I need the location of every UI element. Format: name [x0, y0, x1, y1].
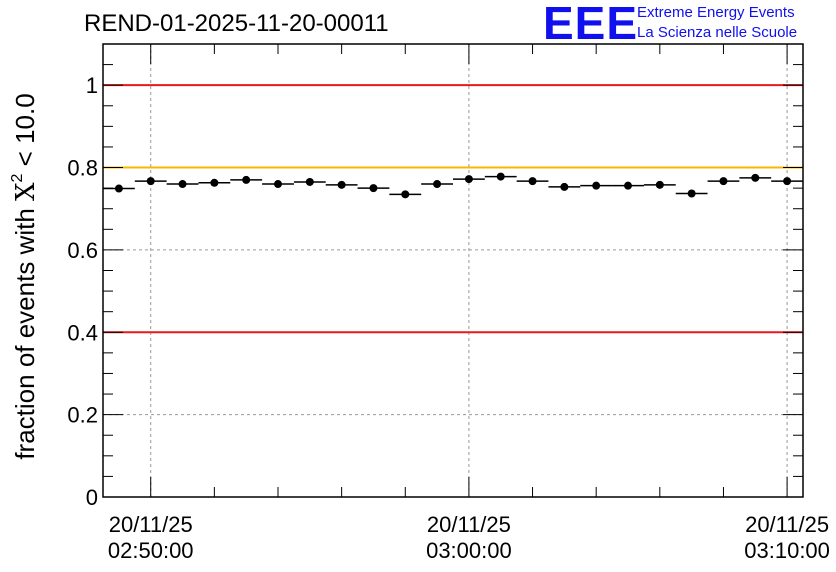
data-point — [528, 177, 537, 186]
data-point — [783, 177, 792, 186]
data-point — [337, 180, 346, 189]
logo-line-2: La Scienza nelle Scuole — [637, 24, 798, 41]
x-tick-label-date: 20/11/25 — [427, 512, 511, 537]
axis-ticks — [103, 43, 803, 498]
data-point — [210, 178, 219, 187]
data-point — [242, 175, 251, 184]
y-tick-label: 0.8 — [67, 156, 98, 181]
y-tick-label: 0 — [86, 485, 98, 510]
axis-labels: 00.20.40.60.8120/11/2502:50:0020/11/2503… — [9, 73, 830, 563]
data-point — [146, 177, 155, 186]
data-point — [592, 181, 601, 190]
y-axis-label-suffix: < 10.0 — [10, 93, 40, 173]
y-axis-label: fraction of events with X2 < 10.0 — [9, 93, 41, 459]
data-point — [655, 180, 664, 189]
plot-frame — [102, 43, 804, 498]
data-point — [496, 172, 505, 181]
data-point — [464, 175, 473, 184]
data-point — [624, 181, 632, 190]
data-point — [369, 184, 378, 193]
data-point — [687, 189, 696, 198]
data-point — [560, 182, 569, 191]
y-axis-label-prefix: fraction of events with — [10, 201, 40, 460]
reference-lines — [103, 84, 803, 334]
data-point — [401, 190, 410, 199]
data-points — [103, 172, 803, 199]
y-tick-label: 0.6 — [67, 238, 98, 263]
y-tick-label: 1 — [86, 73, 98, 98]
grid — [103, 44, 803, 497]
y-tick-label: 0.4 — [67, 320, 98, 345]
logo-line-1: Extreme Energy Events — [637, 4, 795, 21]
x-tick-label-time: 03:10:00 — [744, 538, 830, 563]
eee-logo: EEE — [543, 0, 639, 49]
x-tick-label-date: 20/11/25 — [745, 512, 829, 537]
data-point — [719, 177, 728, 186]
plot-frame-rect — [102, 43, 804, 498]
y-axis-label-symbol: X — [11, 182, 41, 201]
data-point — [114, 184, 123, 193]
chart-title: REND-01-2025-11-20-00011 — [84, 10, 389, 37]
data-point — [274, 180, 282, 189]
data-point — [751, 173, 760, 182]
data-point — [433, 180, 442, 189]
data-point — [178, 180, 187, 189]
y-axis-label-superscript: 2 — [9, 173, 26, 182]
x-tick-label-date: 20/11/25 — [109, 512, 193, 537]
data-point — [305, 177, 314, 186]
x-tick-label-time: 02:50:00 — [108, 538, 194, 563]
x-tick-label-time: 03:00:00 — [426, 538, 512, 563]
y-tick-label: 0.2 — [67, 403, 98, 428]
